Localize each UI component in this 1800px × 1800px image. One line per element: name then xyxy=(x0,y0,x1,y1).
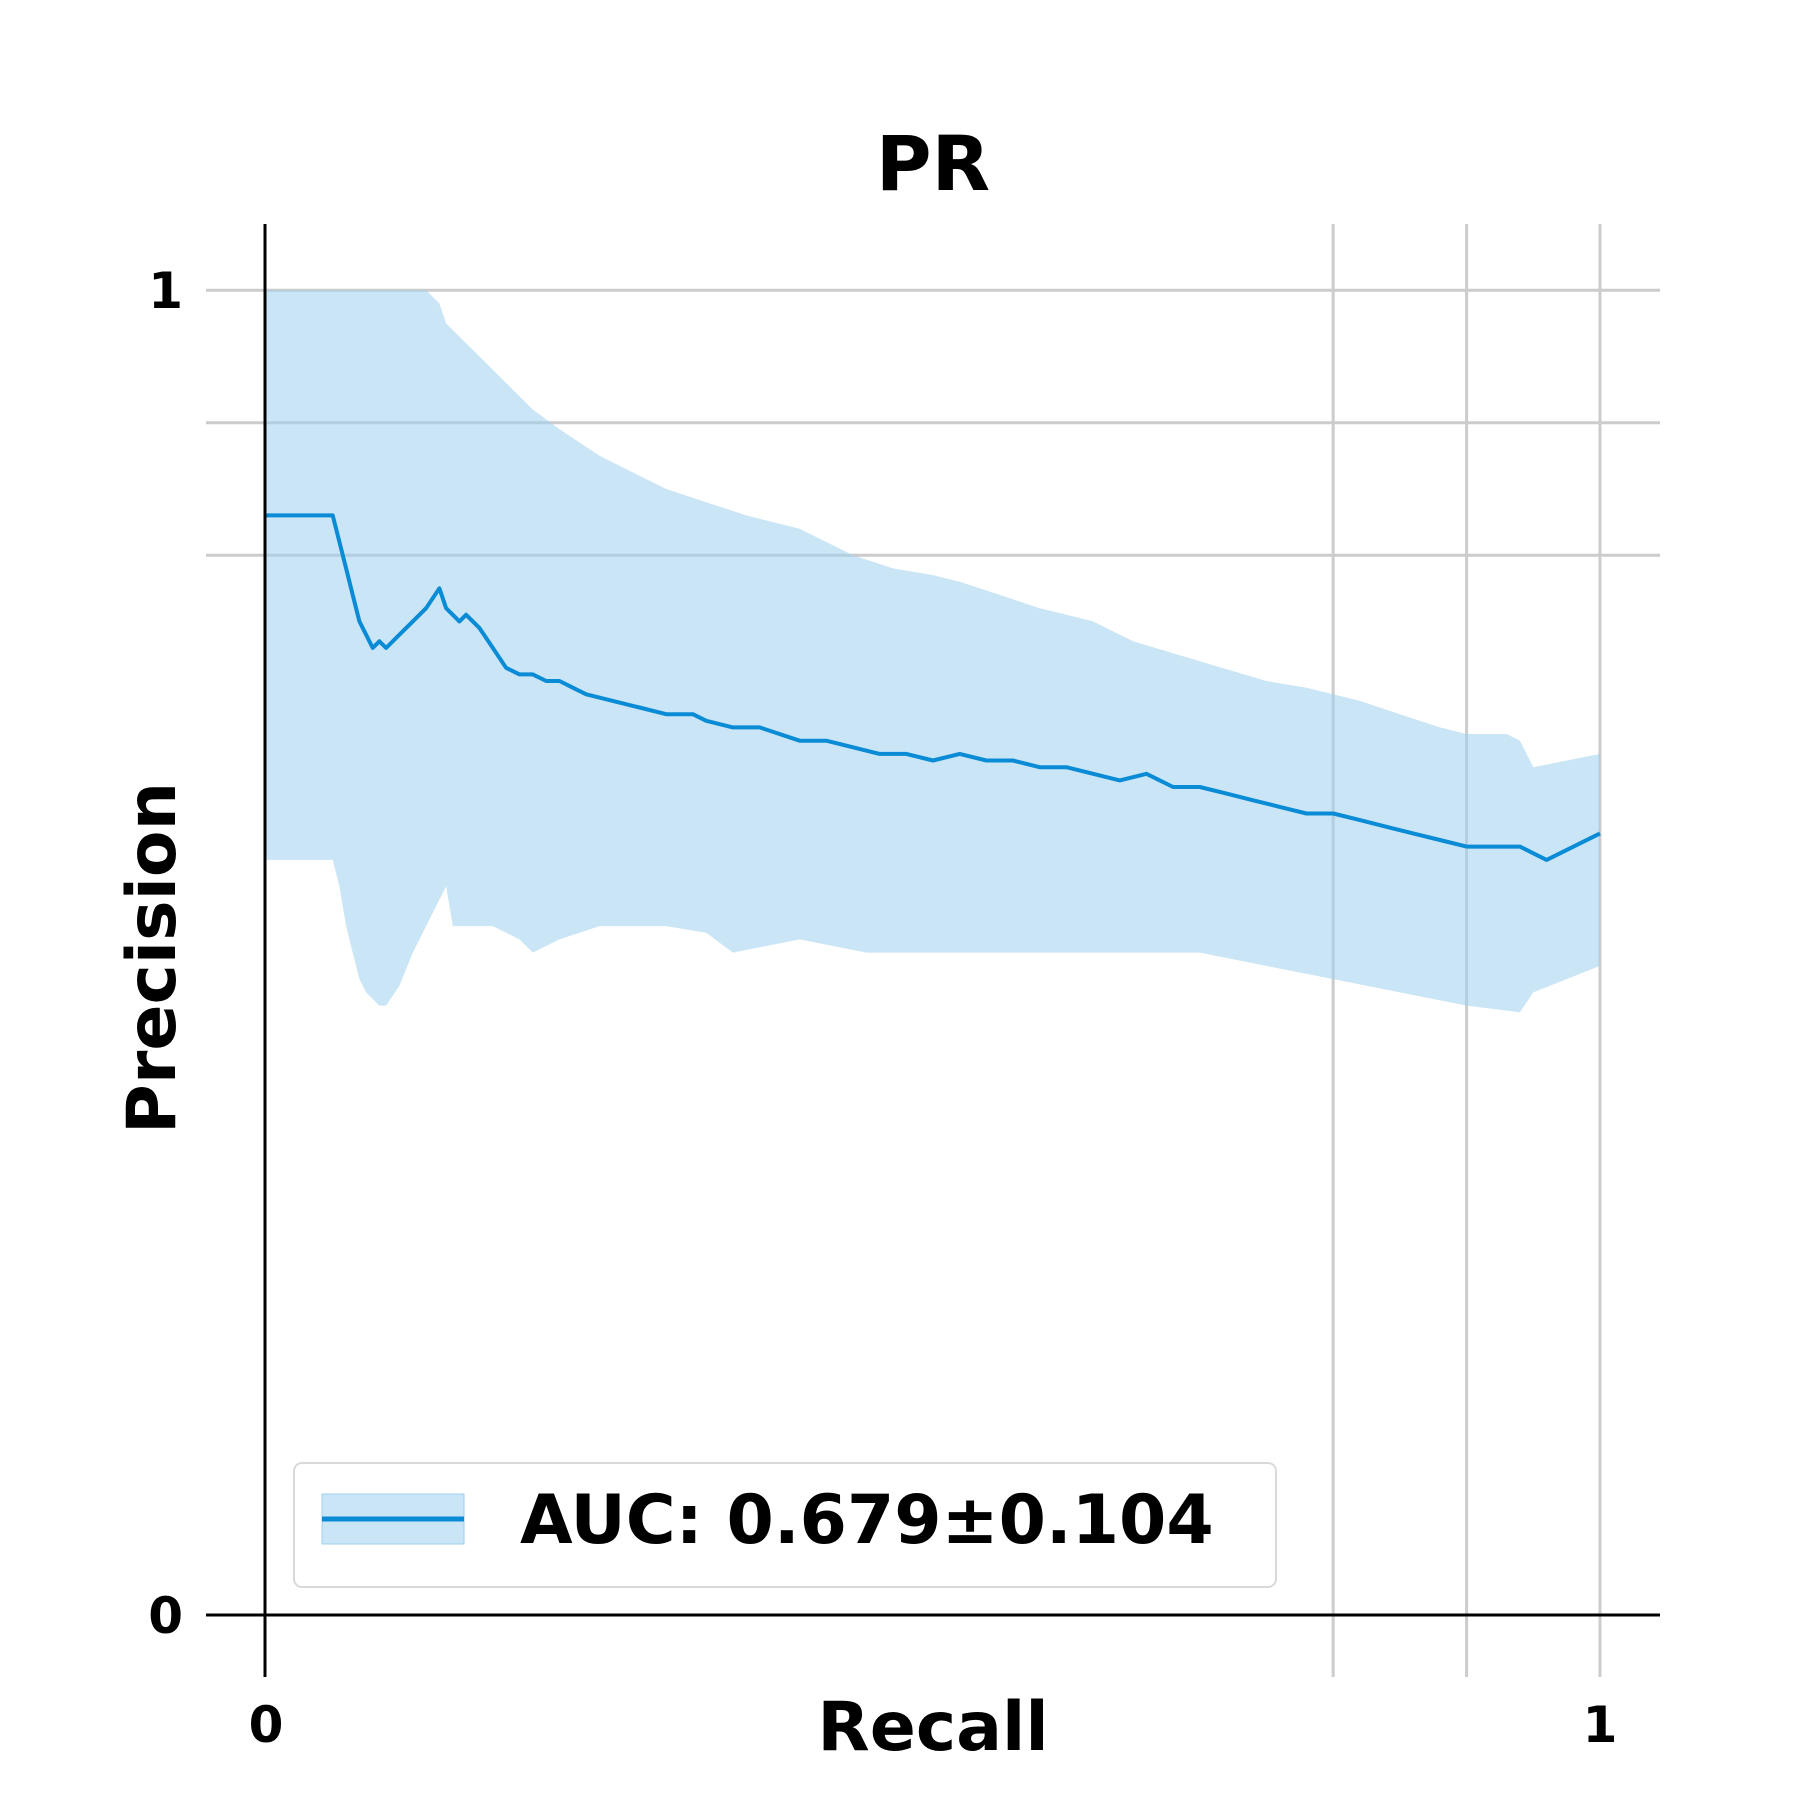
chart-title: PR xyxy=(876,119,990,208)
legend-frame xyxy=(293,1462,1277,1588)
x-tick-label-1: 1 xyxy=(1583,1696,1618,1754)
legend: AUC: 0.679±0.104 xyxy=(293,1462,1277,1588)
precision-mean-line xyxy=(266,513,1601,862)
y-tick-label-0: 0 xyxy=(148,1587,183,1645)
x-tick-label-0: 0 xyxy=(249,1696,284,1754)
y-axis-label: Precision xyxy=(113,782,192,1134)
legend-label: AUC: 0.679±0.104 xyxy=(520,1481,1214,1560)
y-tick-label-1: 1 xyxy=(148,262,183,320)
precision-std-band xyxy=(266,290,1600,1013)
x-axis-label: Recall xyxy=(817,1688,1048,1767)
axis-ticks: 0 1 0 1 xyxy=(148,262,1617,1754)
